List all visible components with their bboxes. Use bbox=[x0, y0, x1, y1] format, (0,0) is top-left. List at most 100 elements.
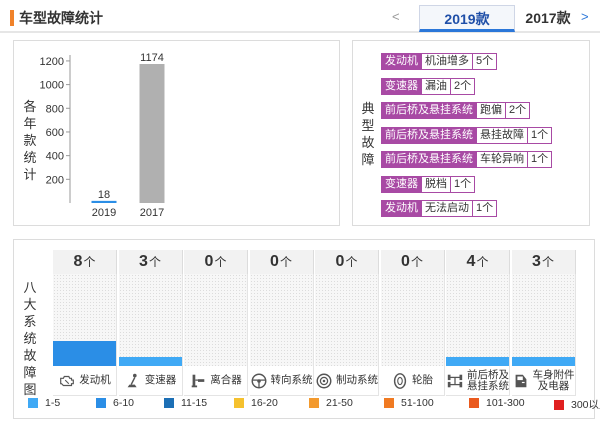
legend-label: 300以上 bbox=[571, 399, 600, 411]
tire-icon bbox=[391, 372, 409, 390]
fault-category: 前后桥及悬挂系统 bbox=[381, 151, 477, 168]
system-count: 0个 bbox=[249, 250, 314, 274]
bar[interactable] bbox=[139, 63, 165, 203]
legend-item: 21-50 bbox=[309, 397, 353, 409]
fault-item[interactable]: 变速器 漏油 2个 bbox=[381, 77, 476, 95]
tab-2019[interactable]: 2019款 bbox=[419, 5, 515, 32]
system-label-text: 转向系统 bbox=[270, 374, 313, 386]
system-bar-fill bbox=[446, 356, 509, 366]
system-label-line: 前后桥及 bbox=[467, 368, 509, 381]
year-bar-chart: 200 400 600 800 1000 1200 18 2019 1174 2017 bbox=[40, 52, 165, 219]
fault-count: 2个 bbox=[451, 77, 476, 95]
system-bar-area bbox=[511, 274, 576, 366]
fault-count: 1个 bbox=[473, 200, 498, 217]
system-label-line: 车身附件 bbox=[532, 368, 575, 381]
system-column[interactable]: 0个转向系统 bbox=[249, 250, 315, 410]
y-tick-label: 400 bbox=[46, 151, 64, 163]
legend-swatch bbox=[384, 398, 394, 408]
vertical-label-char: 图 bbox=[23, 382, 37, 397]
vertical-label-char: 各 bbox=[23, 99, 37, 114]
system-column[interactable]: 0个离合器 bbox=[184, 250, 249, 410]
fault-category: 变速器 bbox=[381, 175, 422, 193]
fault-item[interactable]: 发动机 机油增多 5个 bbox=[381, 53, 498, 70]
system-label: 离合器 bbox=[184, 366, 248, 396]
system-column[interactable]: 4个前后桥及 悬挂系统 bbox=[446, 250, 511, 410]
fault-item[interactable]: 前后桥及悬挂系统 车轮异响 1个 bbox=[381, 151, 553, 168]
system-column[interactable]: 0个 制动系统 bbox=[315, 250, 380, 410]
x-tick-label: 2019 bbox=[92, 207, 116, 219]
fault-count: 1个 bbox=[528, 126, 553, 144]
fault-item[interactable]: 发动机 无法启动 1个 bbox=[381, 200, 498, 217]
vertical-label-char: 障 bbox=[23, 365, 37, 380]
system-label: 前后桥及 悬挂系统 bbox=[446, 366, 510, 396]
bar[interactable] bbox=[91, 200, 117, 203]
fault-category: 发动机 bbox=[381, 53, 422, 70]
system-count-value: 3 bbox=[532, 253, 541, 270]
legend-swatch bbox=[469, 398, 479, 408]
fault-item[interactable]: 变速器 脱档 1个 bbox=[381, 175, 476, 193]
system-count-unit: 个 bbox=[476, 255, 489, 269]
legend-item: 1-5 bbox=[28, 397, 60, 409]
legend-label: 51-100 bbox=[401, 397, 434, 409]
system-label-text: 车身附件 及电器 bbox=[532, 368, 575, 392]
steering-wheel-icon bbox=[250, 372, 268, 390]
system-count-value: 4 bbox=[466, 253, 476, 270]
fault-category: 发动机 bbox=[381, 200, 422, 217]
system-count-unit: 个 bbox=[83, 255, 96, 269]
system-count: 0个 bbox=[184, 250, 248, 274]
system-bar-fill bbox=[53, 341, 116, 366]
typical-faults-panel: 典型故障 发动机 机油增多 5个 变速器 漏油 2个 前后桥及悬挂系统 跑偏 2个 前后桥及悬挂系… bbox=[352, 40, 590, 226]
system-label-line: 悬挂系统 bbox=[467, 379, 509, 392]
header: 车型故障统计 < 2019款 2017款 > bbox=[0, 0, 600, 33]
legend-item: 11-15 bbox=[164, 397, 207, 409]
legend-label: 1-5 bbox=[45, 397, 61, 409]
axle-icon bbox=[446, 372, 464, 390]
fault-category: 变速器 bbox=[381, 77, 422, 95]
system-bar-area bbox=[315, 274, 379, 366]
vertical-label-char: 款 bbox=[23, 133, 37, 148]
system-label-text: 轮胎 bbox=[412, 374, 433, 386]
system-column[interactable]: 3个 车身附件 及电器 bbox=[511, 250, 577, 410]
fault-item[interactable]: 前后桥及悬挂系统 悬挂故障 1个 bbox=[381, 126, 553, 144]
legend-item: 6-10 bbox=[96, 397, 134, 409]
system-label: 轮胎 bbox=[380, 366, 445, 396]
system-count-value: 0 bbox=[204, 253, 214, 270]
system-count-unit: 个 bbox=[279, 255, 292, 269]
system-count-value: 8 bbox=[73, 253, 83, 270]
system-column[interactable]: 0个 轮胎 bbox=[380, 250, 446, 410]
systems-panel: 八大系统故障图 8个 发动机 3个 变速器 0个 离合器 0个 转向系统 0个 制动系统 0个 轮胎 4… bbox=[13, 239, 595, 419]
system-label: 车身附件 及电器 bbox=[511, 366, 576, 396]
system-label: 转向系统 bbox=[249, 366, 314, 396]
fault-category: 前后桥及悬挂系统 bbox=[381, 102, 477, 119]
legend-label: 11-15 bbox=[181, 397, 208, 409]
fault-count: 2个 bbox=[506, 102, 531, 119]
system-bar-area bbox=[380, 274, 445, 366]
system-label-line: 及电器 bbox=[537, 379, 570, 392]
fault-item[interactable]: 前后桥及悬挂系统 跑偏 2个 bbox=[381, 102, 531, 119]
tab-2017[interactable]: 2017款 bbox=[525, 10, 571, 26]
legend-label: 6-10 bbox=[113, 397, 135, 409]
clutch-pedal-icon bbox=[189, 372, 207, 390]
system-label: 发动机 bbox=[53, 366, 117, 396]
system-bar-area bbox=[53, 274, 117, 366]
system-bar-area bbox=[118, 274, 183, 366]
brake-disc-icon bbox=[315, 372, 333, 390]
gear-shift-icon bbox=[124, 372, 142, 390]
legend-item: 101-300 bbox=[469, 397, 525, 409]
legend-swatch bbox=[554, 399, 564, 410]
system-count: 8个 bbox=[53, 250, 117, 274]
system-bar-fill bbox=[511, 356, 575, 366]
vertical-label-char: 八 bbox=[23, 280, 37, 295]
y-tick-label: 200 bbox=[46, 174, 64, 186]
engine-icon bbox=[58, 372, 76, 390]
system-column[interactable]: 8个发动机 bbox=[53, 250, 118, 410]
system-column[interactable]: 3个 变速器 bbox=[118, 250, 184, 410]
vertical-label-char: 故 bbox=[23, 348, 37, 363]
system-count-value: 0 bbox=[335, 253, 345, 270]
vertical-label-char: 计 bbox=[23, 167, 37, 182]
prev-arrow-button[interactable]: < bbox=[392, 9, 400, 24]
fault-count: 5个 bbox=[473, 53, 498, 70]
fault-name: 车轮异响 bbox=[477, 151, 528, 168]
next-arrow-button[interactable]: > bbox=[581, 9, 589, 24]
legend-swatch bbox=[96, 398, 106, 408]
